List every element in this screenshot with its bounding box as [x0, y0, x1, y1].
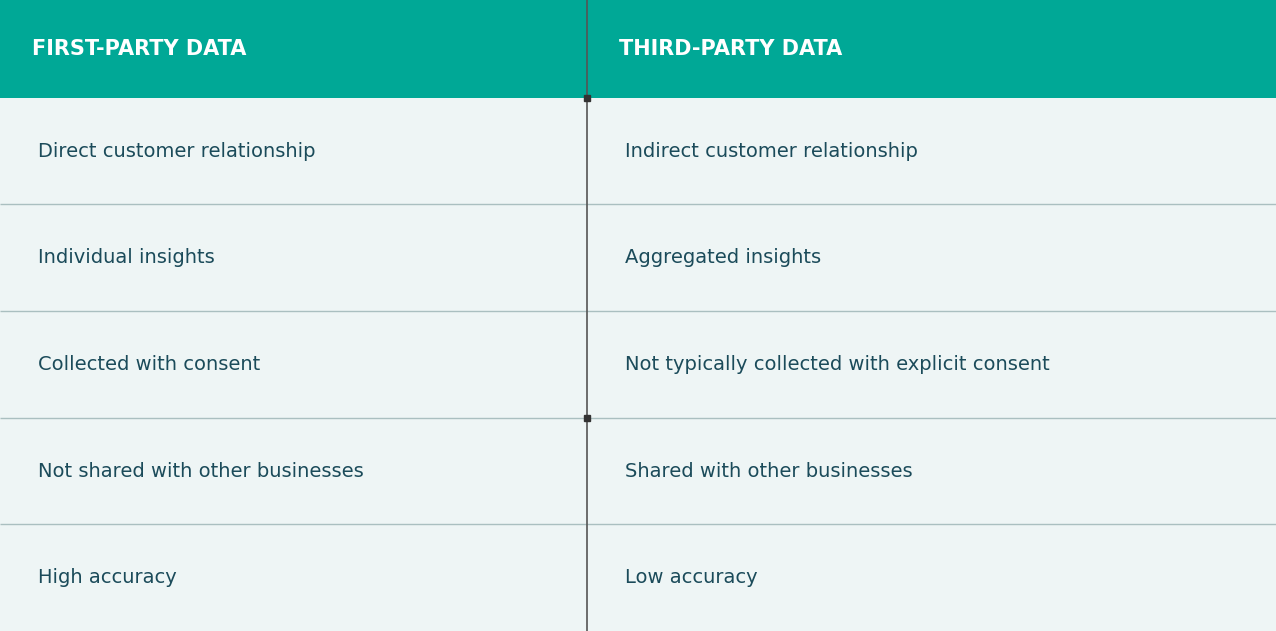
- Bar: [587, 204, 1276, 311]
- Bar: [0, 311, 587, 418]
- Text: Not typically collected with explicit consent: Not typically collected with explicit co…: [625, 355, 1050, 374]
- Text: Collected with consent: Collected with consent: [38, 355, 260, 374]
- Bar: [587, 418, 1276, 524]
- Bar: [587, 0, 1276, 98]
- Bar: [0, 204, 587, 311]
- Text: Low accuracy: Low accuracy: [625, 568, 758, 587]
- Bar: [0, 418, 587, 524]
- Text: Direct customer relationship: Direct customer relationship: [38, 141, 315, 161]
- Text: FIRST-PARTY DATA: FIRST-PARTY DATA: [32, 39, 246, 59]
- Text: Indirect customer relationship: Indirect customer relationship: [625, 141, 919, 161]
- Text: High accuracy: High accuracy: [38, 568, 177, 587]
- Text: THIRD-PARTY DATA: THIRD-PARTY DATA: [619, 39, 842, 59]
- Text: Not shared with other businesses: Not shared with other businesses: [38, 461, 364, 481]
- Text: Aggregated insights: Aggregated insights: [625, 248, 822, 268]
- Text: Shared with other businesses: Shared with other businesses: [625, 461, 912, 481]
- Bar: [0, 524, 587, 631]
- Bar: [587, 524, 1276, 631]
- Bar: [0, 0, 587, 98]
- Bar: [587, 311, 1276, 418]
- Bar: [587, 98, 1276, 204]
- Text: Individual insights: Individual insights: [38, 248, 216, 268]
- Bar: [0, 98, 587, 204]
